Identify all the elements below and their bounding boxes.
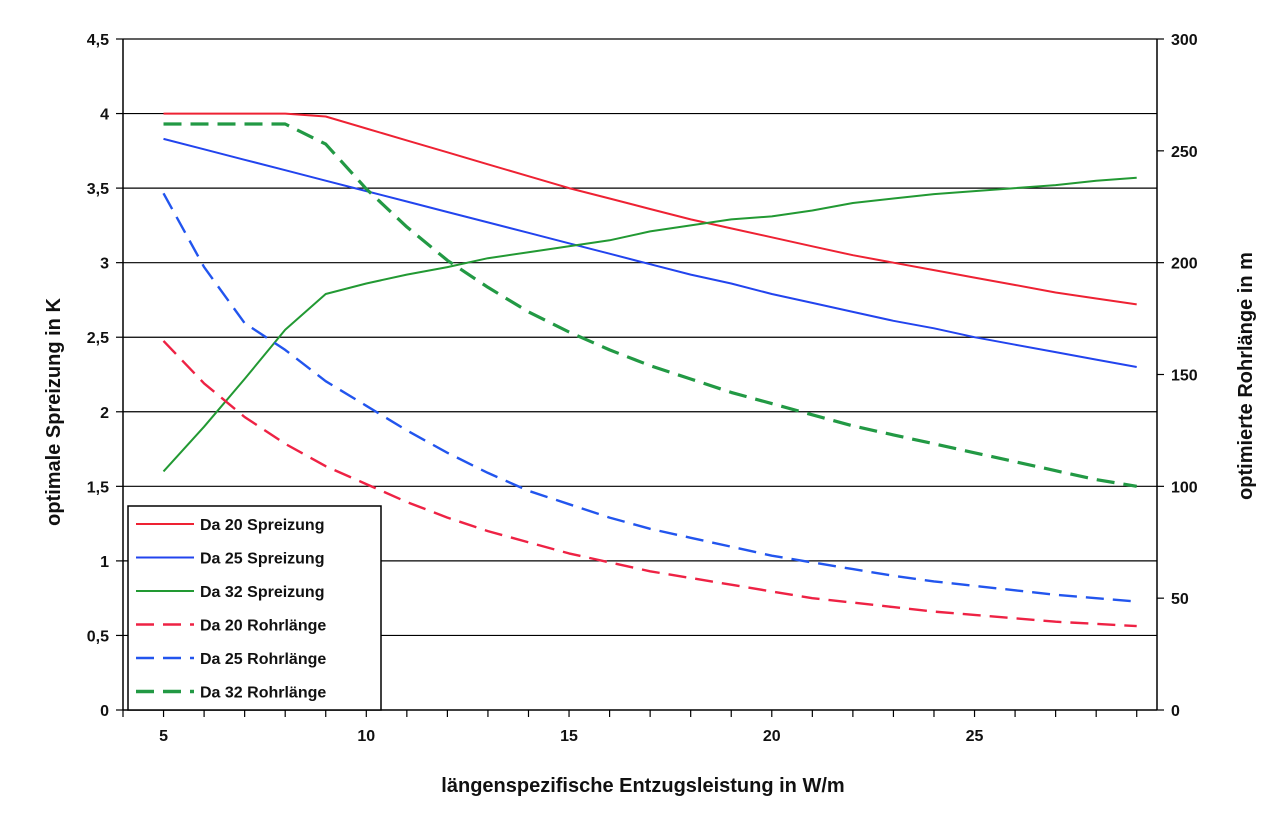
y-right-tick-label: 150 xyxy=(1171,368,1198,385)
y-axis-right-title: optimierte Rohrlänge in m xyxy=(1235,252,1257,500)
x-axis-title: längenspezifische Entzugsleistung in W/m xyxy=(441,775,844,797)
series-line-da-25-rohrlaenge xyxy=(162,192,1137,603)
series-line-da-32-spreizung xyxy=(162,176,1137,473)
y-left-tick-label: 2 xyxy=(100,405,109,422)
legend-label-da-25-rohrlaenge: Da 25 Rohrlänge xyxy=(200,651,326,668)
y-left-tick-label: 4 xyxy=(100,107,109,124)
y-right-tick-label: 100 xyxy=(1171,479,1198,496)
y-axis-left-title: optimale Spreizung in K xyxy=(43,298,65,526)
legend-label-da-20-rohrlaenge: Da 20 Rohrlänge xyxy=(200,618,326,635)
y-left-tick-label: 2,5 xyxy=(87,330,109,347)
series-line-da-32-rohrlaenge xyxy=(163,122,1137,488)
y-left-tick-label: 1,5 xyxy=(87,479,109,496)
x-tick-label: 20 xyxy=(763,728,781,745)
x-tick-label: 15 xyxy=(560,728,578,745)
ticks: 5 10 15 20 2500,511,522,533,544,505010015020… xyxy=(87,32,1198,745)
legend-label-da-20-spreizung: Da 20 Spreizung xyxy=(200,517,324,534)
y-right-tick-label: 200 xyxy=(1171,256,1198,273)
y-left-tick-label: 0 xyxy=(100,703,109,720)
y-right-tick-label: 300 xyxy=(1171,32,1198,49)
x-tick-label: 10 xyxy=(357,728,375,745)
legend-box xyxy=(127,505,382,711)
legend: Da 20 Spreizung Da 25 Spreizung Da 32 Spre… xyxy=(127,505,382,711)
y-right-tick-label: 0 xyxy=(1171,703,1180,720)
series-lines xyxy=(162,112,1137,628)
legend-label-da-32-spreizung: Da 32 Spreizung xyxy=(200,584,324,601)
y-left-tick-label: 4,5 xyxy=(87,32,109,49)
y-right-tick-label: 250 xyxy=(1171,144,1198,161)
y-left-tick-label: 3 xyxy=(100,256,109,273)
y-left-tick-label: 1 xyxy=(100,554,109,571)
x-tick-label: 25 xyxy=(966,728,984,745)
series-line-da-20-spreizung xyxy=(163,112,1137,306)
legend-label-da-25-spreizung: Da 25 Spreizung xyxy=(200,551,324,568)
x-tick-label: 5 xyxy=(159,728,168,745)
series-line-da-25-spreizung xyxy=(163,137,1137,368)
y-left-tick-label: 0,5 xyxy=(87,628,109,645)
y-right-tick-label: 50 xyxy=(1171,591,1189,608)
y-left-tick-label: 3,5 xyxy=(87,181,109,198)
series-line-da-20-rohrlaenge xyxy=(162,340,1137,628)
legend-label-da-32-rohrlaenge: Da 32 Rohrlänge xyxy=(200,685,326,702)
